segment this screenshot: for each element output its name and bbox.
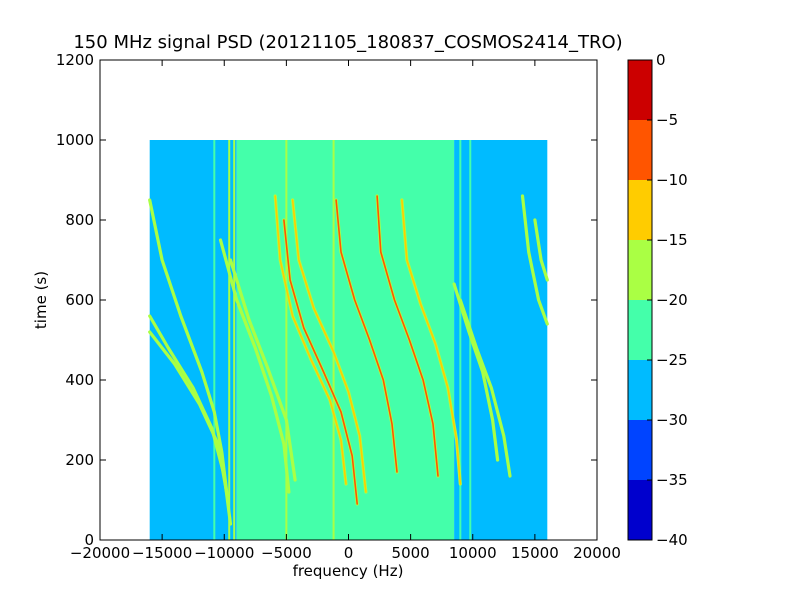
- y-tick-label: 1200: [56, 51, 94, 69]
- colorbar-tick-label: −15: [656, 231, 688, 249]
- x-axis-label: frequency (Hz): [293, 562, 404, 580]
- colorbar-tick-label: −35: [656, 471, 688, 489]
- colorbar-segment: [628, 480, 652, 540]
- doppler-curve: [148, 199, 228, 493]
- x-tick-label: 15000: [511, 544, 559, 562]
- doppler-curve: [148, 331, 229, 501]
- x-tick-label: −10000: [194, 544, 254, 562]
- colorbar-tick-label: −20: [656, 291, 688, 309]
- doppler-curve: [274, 195, 347, 485]
- y-axis: 0 200 400 600 800 1000 1200: [56, 51, 597, 549]
- colorbar-segment: [628, 240, 652, 300]
- colorbar-segment: [628, 300, 652, 360]
- colorbar-segment: [628, 60, 652, 120]
- chart-title: 150 MHz signal PSD (20121105_180837_COSM…: [73, 32, 622, 53]
- colorbar-segment: [628, 120, 652, 180]
- plot-area: −20000 −15000 −10000 −5000 0 5000 10000 15000 20…: [56, 51, 621, 562]
- colorbar-segment: [628, 360, 652, 420]
- heatmap-region: [454, 140, 548, 540]
- colorbar-tick-label: −5: [656, 111, 678, 129]
- x-tick-label: −15000: [132, 544, 192, 562]
- colorbar-tick-label: 0: [656, 51, 666, 69]
- y-tick-label: 400: [65, 371, 94, 389]
- colorbar-segment: [628, 420, 652, 480]
- doppler-curve: [459, 299, 511, 477]
- y-tick-label: 200: [65, 451, 94, 469]
- y-tick-label: 0: [84, 531, 94, 549]
- y-tick-label: 1000: [56, 131, 94, 149]
- doppler-curve: [376, 195, 439, 477]
- doppler-curve: [335, 199, 398, 473]
- x-tick-label: −20000: [70, 544, 130, 562]
- x-tick-label: 20000: [573, 544, 621, 562]
- x-tick-label: 0: [344, 544, 354, 562]
- colorbar-tick-label: −10: [656, 171, 688, 189]
- colorbar-tick-label: −25: [656, 351, 688, 369]
- doppler-curve: [283, 219, 358, 505]
- y-tick-label: 800: [65, 211, 94, 229]
- colorbar-segment: [628, 180, 652, 240]
- y-axis-label: time (s): [32, 271, 50, 329]
- doppler-curve: [219, 239, 290, 493]
- doppler-curve: [291, 199, 367, 493]
- heatmap-layer: [148, 140, 549, 540]
- doppler-curve: [401, 199, 462, 485]
- colorbar: 0 −5 −10 −15 −20 −25 −30 −35 −40: [627, 51, 688, 549]
- x-axis: −20000 −15000 −10000 −5000 0 5000 10000 15000 20…: [70, 60, 621, 562]
- doppler-curve: [229, 259, 296, 481]
- x-tick-label: −5000: [261, 544, 312, 562]
- colorbar-tick-label: −40: [656, 531, 688, 549]
- x-tick-label: 5000: [392, 544, 430, 562]
- doppler-curve: [534, 219, 549, 281]
- y-tick-label: 600: [65, 291, 94, 309]
- x-tick-label: 10000: [449, 544, 497, 562]
- doppler-curve: [521, 195, 549, 325]
- colorbar-tick-label: −30: [656, 411, 688, 429]
